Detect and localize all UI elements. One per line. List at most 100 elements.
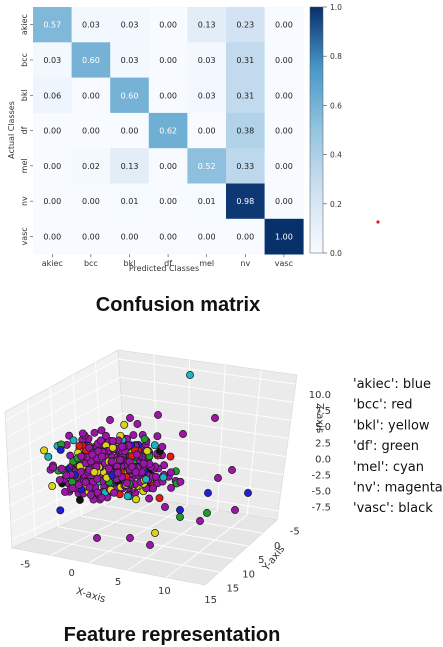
heatmap-cell [110,218,150,255]
colorbar-ticks: 0.0 0.2 0.4 0.6 0.8 1.0 [323,3,342,258]
red-dot [376,220,380,224]
scatter-point [93,534,101,542]
scatter-point [179,430,187,438]
heatmap-cell-label: 0.00 [43,127,61,136]
scatter-point [146,541,154,549]
scatter-point [151,472,160,481]
heatmap-cell [264,77,304,114]
legend-entry: 'bcc': red [353,398,413,413]
grid-line [6,376,121,438]
heatmap-cell-label: 0.03 [198,91,216,100]
scatter-point [86,491,95,500]
heatmap-cell-label: 0.13 [121,162,139,171]
grid-line [121,394,291,421]
heatmap-cell [226,7,265,43]
scatter-point [149,484,158,493]
heatmap-cell-label: 0.62 [159,127,177,136]
z-tick-label: 10.0 [309,390,331,401]
scatter-point [159,473,168,482]
scatter-point [108,443,117,452]
heatmap-cell-label: 0.00 [159,197,177,206]
heatmap-cell [110,42,150,78]
heatmap-cell [226,148,265,184]
heatmap-cell-label: 0.00 [159,162,177,171]
heatmap-cell [71,218,111,255]
scatter-point [75,496,84,504]
heatmap-cell-label: 0.00 [43,232,61,241]
z-tick-label: 2.5 [315,438,331,449]
scatter-point [231,506,239,514]
grid-line [122,412,289,439]
legend-entry: 'mel': cyan [353,460,424,475]
heatmap-cell [33,148,72,184]
grid-line [6,394,122,455]
scatter-point [85,483,94,492]
heatmap-cell-label: 0.00 [236,232,254,241]
heatmap-cell [226,218,265,255]
heatmap-cell [33,183,72,220]
grid-line [27,399,36,538]
heatmap-cell [33,218,72,255]
grid-line [81,515,249,547]
feature-3d-scatter: -5051015-505101510.07.55.02.50.0-2.5-5.0… [4,349,331,606]
heatmap-cell-label: 0.52 [198,162,216,171]
scatter-point [49,463,58,472]
scatter-point [98,452,106,461]
heatmap-cell [187,148,227,184]
scatter-point [110,488,119,497]
scatter-point [167,483,176,492]
scatter-point [186,371,194,379]
heatmap-cell-label: 0.00 [159,21,177,30]
z-tick-label: -2.5 [311,471,331,482]
scatter-point [151,529,159,537]
legend-entry: 'bkl': yellow [353,418,430,433]
scatter-point [155,494,164,503]
heatmap-cell [33,7,72,43]
heatmap-cell-label: 0.00 [159,56,177,65]
scatter-point [62,471,71,480]
colorbar [309,6,324,254]
heatmap-cell [187,112,227,149]
scatter-point [55,476,64,485]
heatmap-cell [148,148,188,184]
heatmap-cell [148,112,188,149]
heatmap-cell-label: 0.00 [82,232,100,241]
heatmap-cell-label: 0.00 [43,197,61,206]
scatter-point [131,468,140,477]
heatmap-cell [264,148,304,184]
colorbar-tick-label: 0.6 [330,101,342,110]
heatmap-cell-label: 0.98 [236,197,254,206]
scatter-point [40,446,49,455]
scatter-point [107,457,116,466]
scatter-point [158,442,167,451]
x-tick-label: nv [240,259,250,268]
scatter-point [123,492,132,501]
heatmap-x-axis-label: Predicted Classes [129,264,199,273]
heatmap-cell-label: 1.00 [275,232,293,241]
x-tick-label: df [164,259,172,268]
confusion-matrix: 0.57 0.03 0.03 0.00 0.13 0.23 0.00 0.03 0.60 0.03… [7,3,342,273]
scatter-point [77,452,86,461]
heatmap-cell-label: 0.03 [43,56,61,65]
grid-line [35,536,220,573]
heatmap-cells: 0.57 0.03 0.03 0.00 0.13 0.23 0.00 0.03 0.60 0.03… [33,7,304,255]
scatter-point [88,450,97,459]
x-tick-label: bcc [84,259,98,268]
y-tick-label: akiec [20,14,29,35]
scatter-point [81,478,90,487]
scatter-point [113,468,122,477]
y-tick-label: 0 [274,541,280,552]
scatter-point [93,474,102,483]
heatmap-cell-label: 0.01 [198,197,216,206]
heatmap-cell [264,42,304,78]
y-tick-label: bkl [20,89,29,101]
scatter-point [150,441,159,450]
grid-line [216,364,226,511]
scatter-point [196,517,204,525]
heatmap-cell-label: 0.00 [159,232,177,241]
heatmap-cell-label: 0.00 [198,232,216,241]
x-tick-label: 10 [158,586,171,597]
scatter-point [44,452,53,461]
heatmap-cell-label: 0.33 [236,162,254,171]
